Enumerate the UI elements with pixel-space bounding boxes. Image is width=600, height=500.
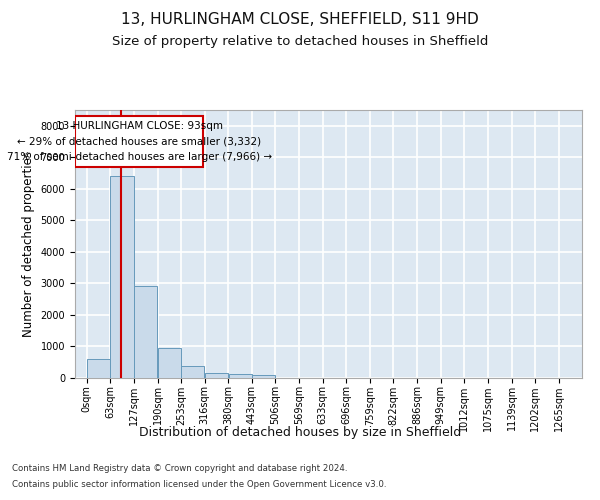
Bar [87,358,110,378]
Bar [134,286,157,378]
Text: ← 29% of detached houses are smaller (3,332): ← 29% of detached houses are smaller (3,… [17,137,262,147]
Text: Contains public sector information licensed under the Open Government Licence v3: Contains public sector information licen… [12,480,386,489]
Text: 13, HURLINGHAM CLOSE, SHEFFIELD, S11 9HD: 13, HURLINGHAM CLOSE, SHEFFIELD, S11 9HD [121,12,479,28]
Bar [252,376,275,378]
Bar [205,373,228,378]
Text: 13 HURLINGHAM CLOSE: 93sqm: 13 HURLINGHAM CLOSE: 93sqm [56,122,223,132]
Bar [229,374,252,378]
Bar [158,348,181,378]
Text: Distribution of detached houses by size in Sheffield: Distribution of detached houses by size … [139,426,461,439]
Text: Contains HM Land Registry data © Crown copyright and database right 2024.: Contains HM Land Registry data © Crown c… [12,464,347,473]
Text: 71% of semi-detached houses are larger (7,966) →: 71% of semi-detached houses are larger (… [7,152,272,162]
Text: Size of property relative to detached houses in Sheffield: Size of property relative to detached ho… [112,35,488,48]
Bar [110,176,134,378]
Bar [181,366,205,378]
Y-axis label: Number of detached properties: Number of detached properties [22,151,35,337]
FancyBboxPatch shape [76,116,203,168]
